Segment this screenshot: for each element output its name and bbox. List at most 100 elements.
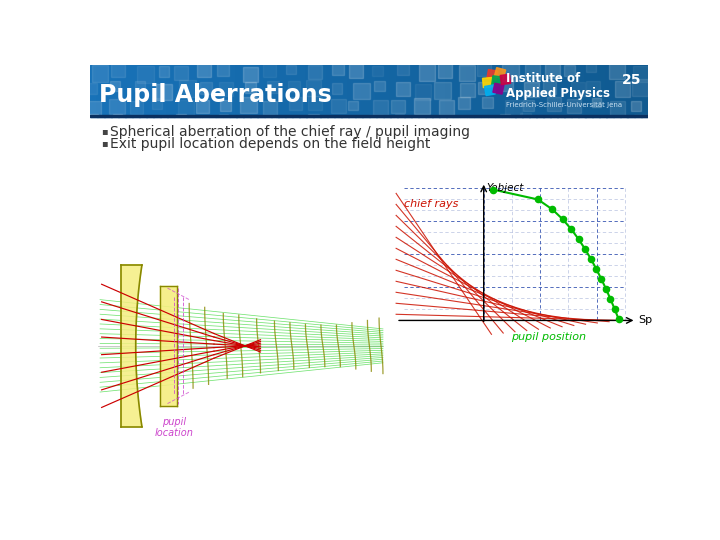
Bar — [438, 99, 454, 114]
Bar — [104, 65, 112, 117]
Bar — [145, 65, 153, 117]
Bar — [633, 66, 649, 83]
Text: Exit pupil location depends on the field height: Exit pupil location depends on the field… — [110, 137, 431, 151]
Bar — [245, 82, 256, 92]
Bar — [132, 116, 146, 130]
Bar — [158, 115, 169, 126]
Text: pupil position: pupil position — [510, 332, 586, 342]
Bar — [571, 82, 585, 96]
Bar — [487, 70, 498, 80]
Bar — [503, 64, 519, 81]
Bar — [585, 65, 593, 117]
Text: ▪: ▪ — [102, 138, 108, 148]
Bar — [196, 100, 209, 112]
Bar — [332, 63, 344, 76]
Point — [487, 185, 499, 194]
Bar — [286, 65, 296, 75]
Bar — [369, 65, 377, 117]
Bar — [567, 99, 581, 113]
Bar — [500, 114, 510, 125]
Bar — [306, 65, 314, 117]
Bar — [487, 65, 495, 117]
Bar — [440, 117, 451, 129]
Bar — [502, 80, 513, 91]
Bar — [179, 100, 194, 115]
Bar — [91, 65, 109, 82]
Bar — [285, 65, 293, 117]
Text: chief rays: chief rays — [404, 199, 458, 209]
Bar — [111, 64, 125, 77]
Bar — [493, 83, 504, 94]
Bar — [267, 81, 279, 93]
Bar — [627, 65, 635, 117]
Bar — [341, 65, 349, 117]
Bar — [495, 65, 503, 117]
Bar — [481, 65, 488, 117]
Bar — [571, 118, 583, 130]
Bar — [110, 81, 120, 91]
Bar — [467, 65, 474, 117]
Bar — [194, 65, 202, 117]
Point — [585, 255, 597, 264]
Bar — [544, 65, 551, 117]
Bar — [264, 114, 275, 126]
Bar — [434, 82, 451, 99]
Bar — [174, 66, 187, 79]
Bar — [477, 63, 491, 77]
Bar — [413, 116, 425, 127]
Text: Institute of
Applied Physics: Institute of Applied Physics — [506, 72, 610, 100]
Bar — [153, 65, 161, 117]
Bar — [320, 65, 328, 117]
Bar — [174, 65, 181, 117]
Point — [609, 305, 621, 313]
Bar — [419, 64, 436, 81]
Point — [590, 265, 602, 273]
Bar — [502, 65, 509, 117]
Bar — [263, 101, 277, 116]
Bar — [355, 65, 363, 117]
Bar — [313, 65, 321, 117]
Bar — [615, 82, 630, 97]
Bar — [620, 65, 628, 117]
Bar — [251, 65, 258, 117]
Bar — [332, 84, 342, 93]
Bar — [634, 116, 647, 129]
Bar — [482, 97, 492, 107]
Bar — [109, 99, 125, 114]
Bar — [244, 117, 257, 130]
Bar — [160, 65, 168, 117]
Bar — [395, 114, 405, 124]
Bar — [458, 97, 470, 109]
Bar — [606, 65, 614, 117]
Bar — [372, 66, 383, 76]
Bar — [438, 63, 452, 78]
Bar — [118, 65, 126, 117]
Bar — [86, 101, 101, 116]
Bar — [415, 84, 431, 100]
Bar — [459, 116, 468, 125]
Bar — [397, 65, 405, 117]
Bar — [88, 114, 99, 125]
Bar — [523, 100, 534, 111]
Bar — [215, 65, 223, 117]
Bar — [505, 99, 522, 116]
Bar — [592, 98, 601, 107]
Point — [580, 245, 591, 254]
Bar — [529, 65, 537, 117]
Bar — [132, 65, 140, 117]
Bar — [263, 64, 276, 77]
Bar — [300, 65, 307, 117]
Bar — [397, 64, 409, 76]
Bar — [383, 65, 391, 117]
Bar — [524, 82, 539, 97]
Bar — [176, 114, 186, 124]
Bar — [347, 117, 356, 126]
Bar — [152, 98, 163, 109]
Bar — [86, 84, 97, 94]
Bar — [550, 65, 558, 117]
Bar — [188, 65, 195, 117]
Bar — [459, 65, 467, 117]
Bar — [137, 66, 153, 83]
Bar — [546, 97, 561, 111]
Point — [532, 195, 544, 204]
